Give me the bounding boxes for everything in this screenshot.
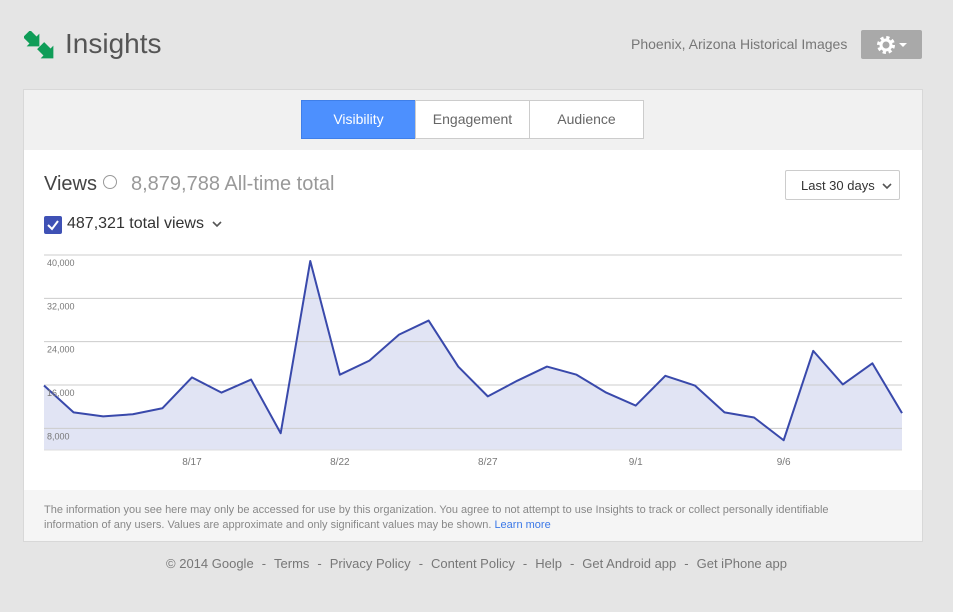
line xyxy=(43,259,903,442)
footer-link[interactable]: Terms xyxy=(274,556,310,571)
chevron xyxy=(882,183,892,190)
tab[interactable]: Engagement xyxy=(415,100,530,139)
note: The information you see here may only be… xyxy=(44,504,829,531)
note-text: The information you see here may only be… xyxy=(44,503,884,533)
separator: - xyxy=(317,556,322,571)
separator: - xyxy=(684,556,689,571)
gear-icon xyxy=(877,36,907,54)
footer-link[interactable]: Get iPhone app xyxy=(696,556,787,571)
views-label: Views xyxy=(44,173,97,195)
app-title: Insights xyxy=(65,28,162,59)
x-tick-label: 9/6 xyxy=(777,457,791,468)
chart: 8,000 16,000 24,000 32,000 40,000 8/17 8/22 8/2… xyxy=(43,254,903,468)
tab-bar: Visibility Engagement Audience xyxy=(24,90,922,150)
y-tick-label: 32,000 xyxy=(47,301,75,311)
x-tick-label: 8/27 xyxy=(478,457,498,468)
x-tick-label: 8/22 xyxy=(330,457,350,468)
separator: - xyxy=(522,556,528,571)
settings-button[interactable] xyxy=(861,30,922,59)
footer-link[interactable]: Content Policy xyxy=(431,556,515,571)
card: Visibility Engagement Audience Views 8,8… xyxy=(23,89,923,542)
x-tick-label: 8/17 xyxy=(182,457,202,468)
y-tick-label: 8,000 xyxy=(47,431,70,441)
footer-link[interactable]: Get Android app xyxy=(582,556,677,571)
learn-more-link[interactable]: Learn more xyxy=(494,519,551,531)
checkbox[interactable] xyxy=(44,216,62,234)
chevron[interactable] xyxy=(212,221,222,229)
range-label: Last 30 days xyxy=(801,178,875,193)
range-dropdown[interactable]: Last 30 days xyxy=(785,170,900,200)
all-time-total: 8,879,788 All-time total xyxy=(131,173,335,195)
x-tick-label: 9/1 xyxy=(629,457,643,468)
series-label: 487,321 total views xyxy=(67,215,204,232)
y-tick-label: 16,000 xyxy=(47,388,75,398)
y-tick-label: 24,000 xyxy=(47,345,75,355)
footer-link[interactable]: Privacy Policy xyxy=(329,556,411,571)
footer-link: © 2014 Google xyxy=(166,556,254,571)
tab[interactable]: Audience xyxy=(529,100,644,139)
separator: - xyxy=(261,556,267,571)
separator: - xyxy=(418,556,424,571)
area xyxy=(44,260,902,450)
logo xyxy=(24,31,54,59)
y-tick-label: 40,000 xyxy=(47,258,75,268)
separator: - xyxy=(569,556,575,571)
info-icon[interactable] xyxy=(103,175,117,189)
checkmark xyxy=(47,220,59,231)
footer: © 2014 Google - Terms - Privacy Policy - Conte… xyxy=(0,556,953,571)
note-bar: The information you see here may only be… xyxy=(24,490,922,541)
footer-link[interactable]: Help xyxy=(535,556,562,571)
account-name[interactable]: Phoenix, Arizona Historical Images xyxy=(631,36,848,52)
tab[interactable]: Visibility xyxy=(301,100,416,139)
